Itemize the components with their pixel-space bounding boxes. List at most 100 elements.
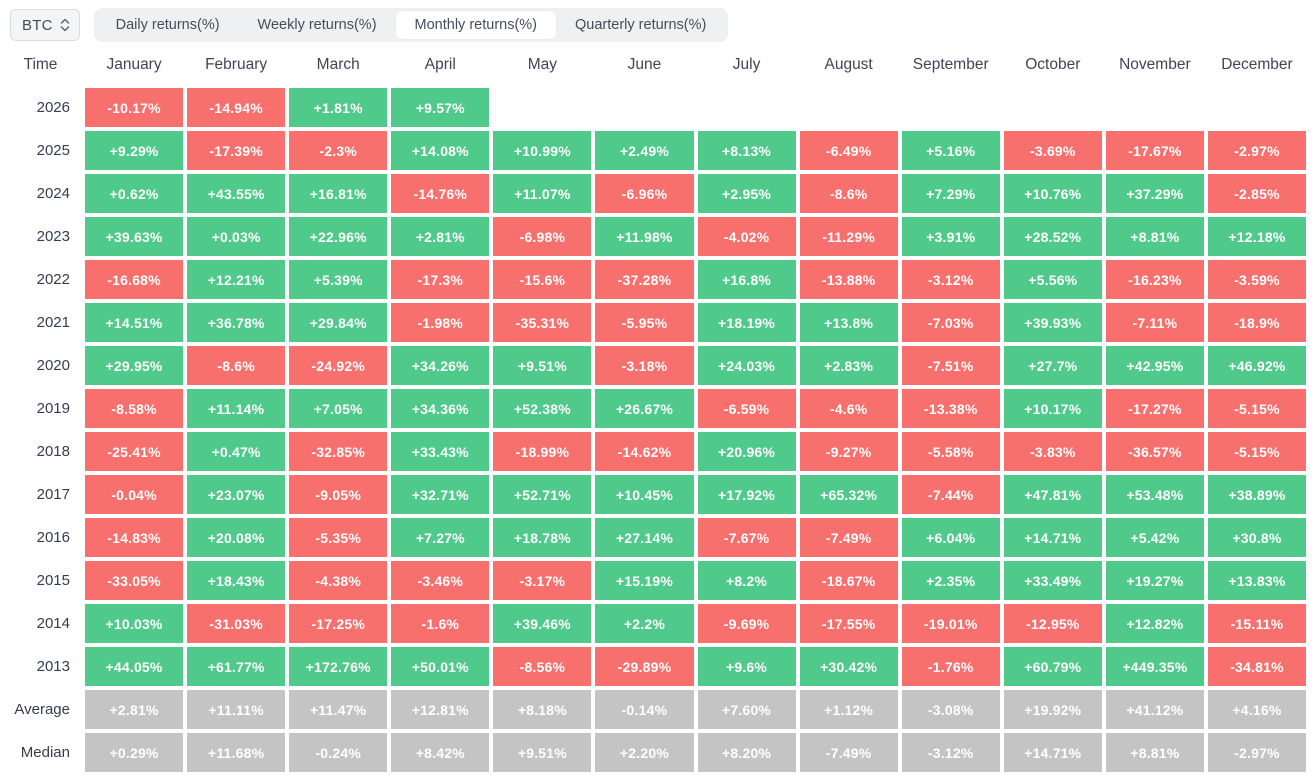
return-cell: +172.76%	[289, 647, 388, 686]
return-cell: -8.58%	[85, 389, 184, 428]
return-cell: -1.6%	[391, 604, 490, 643]
return-cell: -13.38%	[901, 389, 1000, 428]
return-cell: -33.05%	[85, 561, 184, 600]
return-cell: +65.32%	[799, 475, 898, 514]
return-cell: -7.51%	[901, 346, 1000, 385]
tab-quarterly-returns[interactable]: Quarterly returns(%)	[575, 17, 707, 33]
return-cell	[1004, 88, 1102, 127]
return-cell: +14.71%	[1003, 518, 1102, 557]
return-cell: -12.95%	[1003, 604, 1102, 643]
symbol-select[interactable]: BTC	[10, 9, 80, 41]
return-cell: +16.81%	[289, 174, 388, 213]
return-cell: +1.81%	[289, 88, 388, 127]
return-cell: -18.67%	[799, 561, 898, 600]
return-cell: +5.39%	[289, 260, 388, 299]
return-cell: +38.89%	[1207, 475, 1306, 514]
return-cell: -5.15%	[1207, 389, 1306, 428]
return-cell: +3.91%	[901, 217, 1000, 256]
return-cell: +2.2%	[595, 604, 694, 643]
return-cell: -7.67%	[697, 518, 796, 557]
return-cell: +11.14%	[187, 389, 286, 428]
return-cell: +0.47%	[187, 432, 286, 471]
return-cell: -5.58%	[901, 432, 1000, 471]
return-cell: -37.28%	[595, 260, 694, 299]
return-cell: +50.01%	[391, 647, 490, 686]
return-cell: +12.21%	[187, 260, 286, 299]
return-cell: +9.51%	[493, 733, 592, 772]
return-cell: +30.8%	[1207, 518, 1306, 557]
table-row-2014: 2014 +10.03% -31.03% -17.25% -1.6% +39.46% +2.…	[0, 604, 1306, 643]
month-header-july: July	[732, 56, 761, 73]
returns-period-tabs: Daily returns(%) Weekly returns(%) Monthly…	[93, 8, 729, 42]
return-cell: +18.43%	[187, 561, 286, 600]
table-row-2025: 2025 +9.29% -17.39% -2.3% +14.08% +10.99% +2.4…	[0, 131, 1306, 170]
tab-weekly-returns[interactable]: Weekly returns(%)	[257, 17, 377, 33]
return-cell: +14.71%	[1003, 733, 1102, 772]
return-cell: +26.67%	[595, 389, 694, 428]
row-label: 2024	[36, 185, 70, 202]
month-header-april: April	[424, 56, 456, 73]
return-cell: -17.25%	[289, 604, 388, 643]
return-cell: -9.27%	[799, 432, 898, 471]
return-cell: -7.11%	[1105, 303, 1204, 342]
return-cell: +34.26%	[391, 346, 490, 385]
return-cell: +13.83%	[1207, 561, 1306, 600]
return-cell: +1.12%	[799, 690, 898, 729]
return-cell: -17.27%	[1105, 389, 1204, 428]
month-header-january: January	[106, 56, 162, 73]
return-cell: +2.49%	[595, 131, 694, 170]
return-cell	[1208, 88, 1306, 127]
return-cell: +11.47%	[289, 690, 388, 729]
return-cell	[595, 88, 693, 127]
table-row-2016: 2016 -14.83% +20.08% -5.35% +7.27% +18.78% +27…	[0, 518, 1306, 557]
return-cell: -4.6%	[799, 389, 898, 428]
return-cell: -17.39%	[187, 131, 286, 170]
return-cell: -18.99%	[493, 432, 592, 471]
return-cell: -3.83%	[1003, 432, 1102, 471]
row-label: Median	[20, 744, 70, 761]
table-row-2021: 2021 +14.51% +36.78% +29.84% -1.98% -35.31% -5…	[0, 303, 1306, 342]
return-cell: -3.18%	[595, 346, 694, 385]
return-cell: +30.42%	[799, 647, 898, 686]
return-cell: +14.08%	[391, 131, 490, 170]
return-cell: -32.85%	[289, 432, 388, 471]
return-cell: +39.63%	[85, 217, 184, 256]
return-cell: -8.6%	[187, 346, 286, 385]
return-cell: -2.97%	[1207, 733, 1306, 772]
return-cell: -7.49%	[799, 518, 898, 557]
return-cell: +33.49%	[1003, 561, 1102, 600]
return-cell: +11.68%	[187, 733, 286, 772]
return-cell: -31.03%	[187, 604, 286, 643]
table-row-2022: 2022 -16.68% +12.21% +5.39% -17.3% -15.6% -37.…	[0, 260, 1306, 299]
table-row-2026: 2026 -10.17% -14.94% +1.81% +9.57%	[0, 88, 1306, 127]
return-cell: +0.29%	[85, 733, 184, 772]
return-cell: +2.20%	[595, 733, 694, 772]
return-cell: -4.38%	[289, 561, 388, 600]
return-cell: +28.52%	[1003, 217, 1102, 256]
row-label: 2015	[36, 572, 70, 589]
return-cell: -2.3%	[289, 131, 388, 170]
return-cell: -2.97%	[1207, 131, 1306, 170]
time-header: Time	[23, 56, 58, 73]
row-label: 2026	[36, 99, 70, 116]
return-cell: -8.56%	[493, 647, 592, 686]
return-cell: -24.92%	[289, 346, 388, 385]
row-label: 2020	[36, 357, 70, 374]
return-cell: -1.76%	[901, 647, 1000, 686]
tab-daily-returns[interactable]: Daily returns(%)	[115, 17, 220, 33]
month-header-november: November	[1119, 56, 1191, 73]
return-cell: +8.81%	[1105, 733, 1204, 772]
return-cell: -6.49%	[799, 131, 898, 170]
month-header-september: September	[912, 56, 989, 73]
return-cell: +36.78%	[187, 303, 286, 342]
return-cell: +6.04%	[901, 518, 1000, 557]
tab-monthly-returns[interactable]: Monthly returns(%)	[395, 11, 557, 39]
return-cell: +7.27%	[391, 518, 490, 557]
return-cell: +10.99%	[493, 131, 592, 170]
table-header-row: Time January February March April May June July…	[0, 48, 1306, 82]
return-cell: +9.29%	[85, 131, 184, 170]
return-cell: +43.55%	[187, 174, 286, 213]
topbar: BTC Daily returns(%) Weekly returns(%) Mon…	[0, 0, 1316, 48]
return-cell: -7.49%	[799, 733, 898, 772]
month-header-december: December	[1221, 56, 1293, 73]
